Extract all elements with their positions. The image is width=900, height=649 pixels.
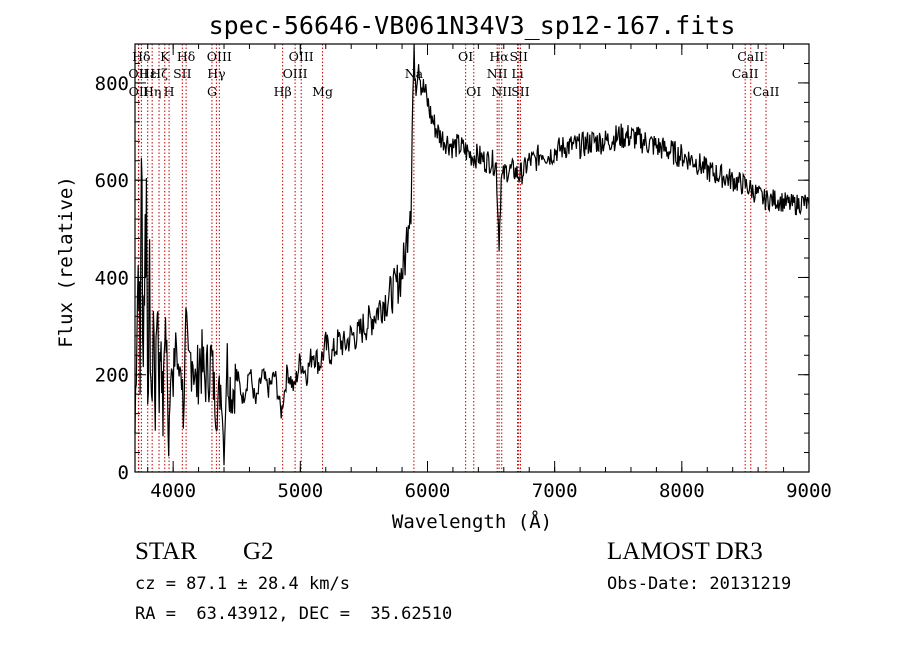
spectral-line-label: Hγ (207, 66, 225, 81)
y-tick-label: 400 (95, 267, 129, 289)
coordinates-text: RA = 63.43912, DEC = 35.62510 (135, 604, 453, 624)
chart-title: spec-56646-VB061N34V3_sp12-167.fits (209, 11, 736, 40)
y-tick-label: 0 (118, 462, 129, 484)
x-tick-label: 9000 (786, 480, 832, 502)
x-tick-label: 7000 (532, 480, 578, 502)
object-subclass: G2 (243, 538, 274, 565)
spectral-line-label: K (160, 49, 170, 64)
spectral-line-label: NII (487, 66, 508, 81)
spectral-line-label: SII (509, 49, 528, 64)
spectral-line-label: Hδ (132, 49, 150, 64)
x-tick-label: 4000 (150, 480, 196, 502)
redshift-text: cz = 87.1 ± 28.4 km/s (135, 574, 350, 594)
x-axis-label: Wavelength (Å) (392, 510, 552, 533)
spectral-line-label: CaII (732, 66, 759, 81)
spectral-line-label: OIII (207, 49, 232, 64)
spectral-line-label: OIII (283, 66, 308, 81)
observation-date: Obs-Date: 20131219 (607, 574, 792, 594)
spectral-line-label: Hη (143, 84, 161, 99)
object-class: STAR (135, 538, 197, 565)
spectral-line-label: Mg (312, 84, 333, 99)
spectral-line-label: CaII (737, 49, 764, 64)
axis-ticks: 4000 5000 6000 7000 8000 9000 0 200 400 600 800 (95, 43, 832, 502)
spectral-line-markers (137, 44, 767, 472)
x-tick-label: 5000 (277, 480, 323, 502)
spectral-line-label: Hζ (150, 66, 168, 81)
spectrum-series-line (134, 43, 810, 466)
spectral-line-label: NII (491, 84, 512, 99)
spectral-line-label: Hε (139, 66, 156, 81)
plot-frame (134, 43, 810, 473)
spectral-line-label: Hβ (274, 84, 292, 99)
spectral-line-label: CaII (753, 84, 780, 99)
y-tick-label: 200 (95, 365, 129, 387)
survey-name: LAMOST DR3 (607, 538, 763, 565)
spectral-line-label: Hδ (177, 49, 195, 64)
spectral-line-label: OI (458, 49, 473, 64)
y-tick-label: 600 (95, 170, 129, 192)
spectral-line-label: Li (511, 66, 523, 81)
x-tick-label: 6000 (405, 480, 451, 502)
spectral-line-label: SII (173, 66, 192, 81)
spectral-line-label: OI (466, 84, 481, 99)
spectral-line-label: G (207, 84, 217, 99)
x-tick-label: 8000 (659, 480, 705, 502)
spectral-line-label: OII (128, 66, 148, 81)
y-axis-label: Flux (relative) (55, 176, 77, 348)
spectral-line-label: OIII (289, 49, 314, 64)
y-tick-label: 800 (95, 73, 129, 95)
spectral-line-label: SII (511, 84, 530, 99)
spectral-line-label: Hα (489, 49, 509, 64)
spectral-line-label: OII (129, 84, 149, 99)
spectral-line-label: H (164, 84, 175, 99)
